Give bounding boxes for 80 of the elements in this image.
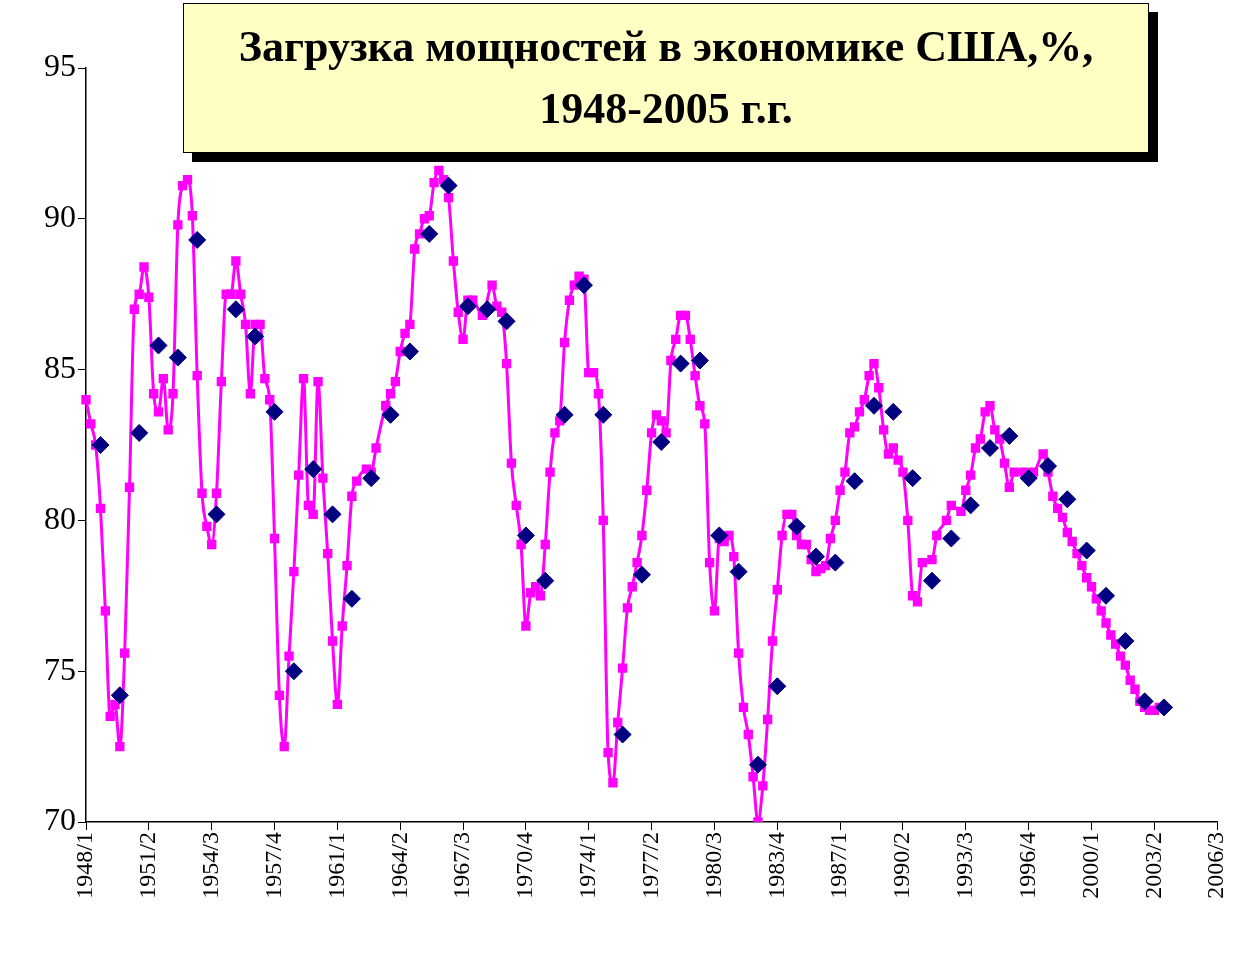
point bbox=[555, 405, 574, 424]
point bbox=[961, 496, 980, 515]
x-tick-label: 1980/3 bbox=[699, 832, 726, 899]
point bbox=[652, 432, 671, 451]
point bbox=[246, 327, 265, 346]
x-tick-label: 1987/1 bbox=[825, 832, 852, 899]
point bbox=[226, 300, 245, 319]
x-tick-label: 1996/4 bbox=[1013, 832, 1040, 899]
point bbox=[787, 517, 806, 536]
point bbox=[903, 469, 922, 488]
point bbox=[458, 297, 477, 316]
y-tick-label: 90 bbox=[44, 198, 76, 235]
point bbox=[980, 439, 999, 458]
point bbox=[342, 589, 361, 608]
point bbox=[1019, 469, 1038, 488]
point bbox=[400, 342, 419, 361]
x-tick-label: 1974/1 bbox=[574, 832, 601, 899]
point bbox=[1097, 586, 1116, 605]
point bbox=[806, 547, 825, 566]
point bbox=[91, 436, 110, 454]
chart-title: Загрузка мощностей в экономике США,%, 1948-2005 г.г. bbox=[183, 3, 1149, 153]
point bbox=[381, 405, 400, 424]
x-tick-label: 1961/1 bbox=[322, 832, 349, 899]
point bbox=[671, 354, 690, 373]
x-tick-label: 1957/4 bbox=[259, 832, 286, 899]
point bbox=[149, 336, 168, 355]
point bbox=[516, 526, 535, 545]
x-tick-label: 1990/2 bbox=[888, 832, 915, 899]
point bbox=[439, 176, 458, 195]
x-tick-label: 1951/2 bbox=[134, 832, 161, 899]
point bbox=[207, 505, 226, 524]
point bbox=[942, 529, 961, 548]
x-tick-label: 1967/3 bbox=[448, 832, 475, 899]
point bbox=[497, 312, 516, 331]
point bbox=[168, 348, 187, 367]
point bbox=[304, 460, 323, 479]
point bbox=[710, 526, 729, 545]
point bbox=[323, 505, 342, 524]
point bbox=[594, 405, 613, 424]
point bbox=[1000, 426, 1019, 445]
point bbox=[1116, 632, 1135, 651]
point bbox=[265, 402, 284, 421]
y-tick-label: 85 bbox=[44, 349, 76, 386]
point bbox=[632, 565, 651, 584]
x-tick-label: 1983/4 bbox=[762, 832, 789, 899]
point bbox=[536, 571, 555, 590]
point bbox=[130, 423, 149, 442]
point bbox=[826, 553, 845, 572]
point bbox=[1077, 541, 1096, 560]
point bbox=[1155, 698, 1174, 717]
point bbox=[845, 472, 864, 491]
point bbox=[420, 224, 439, 243]
point bbox=[1135, 692, 1154, 711]
point bbox=[1039, 457, 1057, 476]
point bbox=[1058, 490, 1077, 509]
point bbox=[884, 402, 903, 421]
point bbox=[188, 230, 207, 249]
x-tick-label: 1993/3 bbox=[951, 832, 978, 899]
x-tick-label: 1954/3 bbox=[196, 832, 223, 899]
point bbox=[922, 571, 941, 590]
y-tick-label: 95 bbox=[44, 47, 76, 84]
x-tick-label: 2003/2 bbox=[1139, 832, 1166, 899]
point bbox=[729, 562, 748, 581]
y-tick-label: 80 bbox=[44, 499, 76, 536]
x-tick-label: 1970/4 bbox=[511, 832, 538, 899]
point bbox=[284, 662, 303, 681]
point bbox=[613, 725, 632, 744]
point bbox=[768, 677, 787, 696]
x-tick-label: 2006/3 bbox=[1202, 832, 1229, 899]
point bbox=[748, 755, 767, 774]
x-tick-label: 2000/1 bbox=[1076, 832, 1103, 899]
x-tick-label: 1977/2 bbox=[636, 832, 663, 899]
point bbox=[478, 300, 497, 319]
point bbox=[110, 686, 129, 705]
point bbox=[362, 469, 381, 488]
y-tick-label: 75 bbox=[44, 650, 76, 687]
x-tick-label: 1964/2 bbox=[385, 832, 412, 899]
point bbox=[864, 396, 883, 415]
point bbox=[574, 276, 593, 295]
point bbox=[690, 351, 709, 370]
